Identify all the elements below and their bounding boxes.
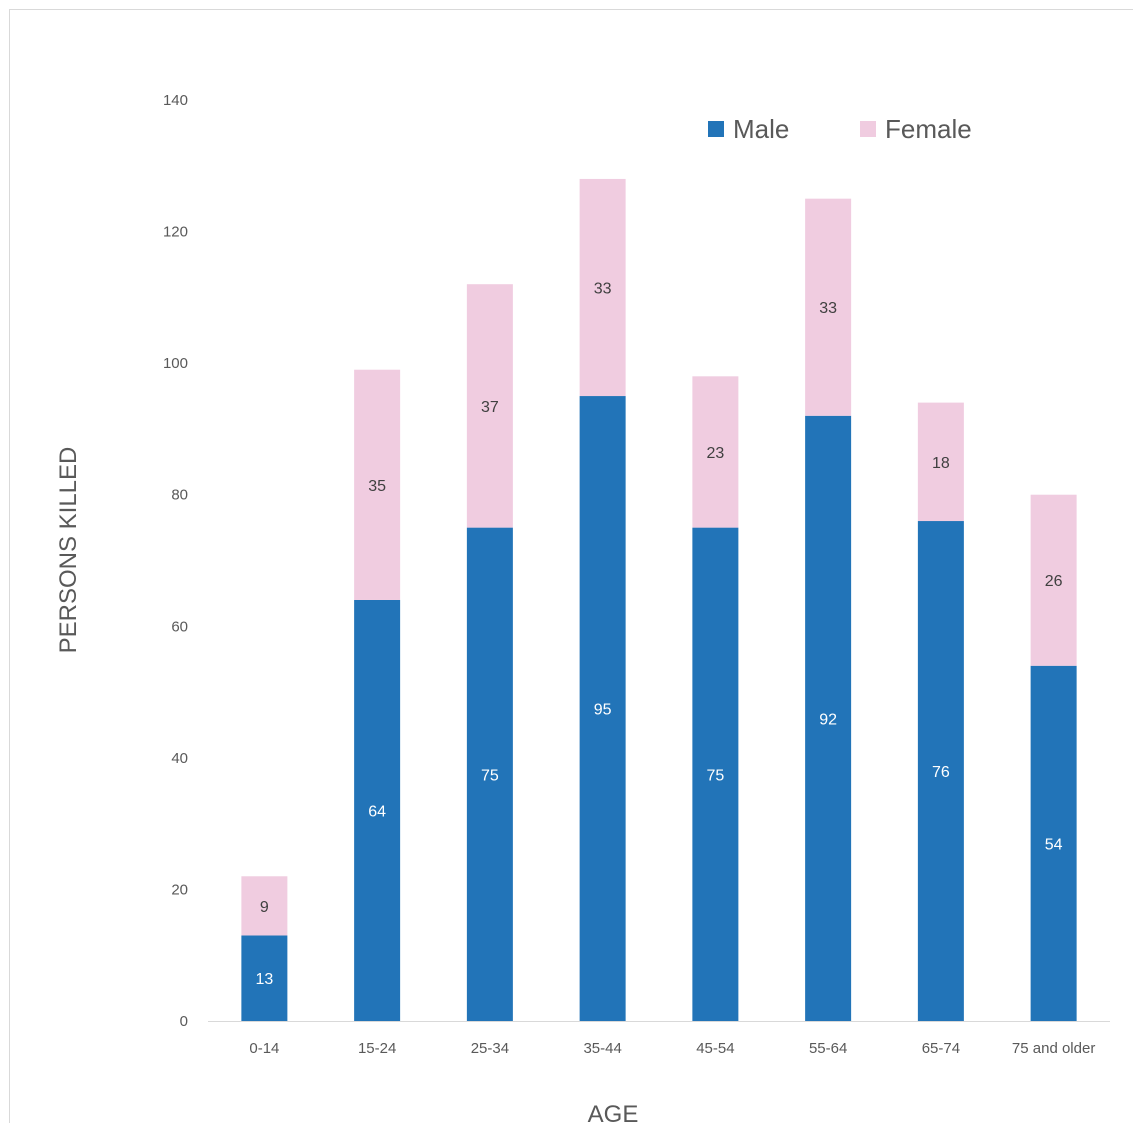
bar-male-25-34 [466, 527, 513, 1021]
bar-male-45-54 [692, 527, 739, 1021]
legend-swatch-female [860, 121, 876, 137]
x-tick-label: 75 and older [1012, 1040, 1095, 1057]
y-tick-label: 0 [180, 1013, 188, 1030]
data-label-female: 33 [819, 300, 837, 317]
bar-female-65-74 [917, 402, 964, 522]
x-tick-label: 15-24 [358, 1040, 396, 1057]
data-label-male: 95 [594, 702, 612, 719]
x-axis-title: AGE [588, 1101, 639, 1123]
y-axis-ticks: 0 20 40 60 80 100 120 140 [163, 92, 188, 1030]
data-label-female: 35 [368, 478, 386, 495]
bar-female-0-14 [241, 876, 288, 936]
data-label-male: 76 [932, 764, 950, 781]
bar-female-15-24 [354, 369, 401, 600]
data-label-female: 23 [706, 445, 724, 462]
legend-label-female: Female [885, 114, 972, 144]
bar-female-35-44 [579, 178, 626, 397]
x-tick-label: 25-34 [471, 1040, 509, 1057]
bar-male-65-74 [917, 521, 964, 1021]
bar-male-35-44 [579, 396, 626, 1021]
data-label-male: 92 [819, 711, 837, 728]
data-label-female: 18 [932, 455, 950, 472]
data-label-female: 37 [481, 399, 499, 416]
x-tick-label: 65-74 [922, 1040, 960, 1057]
legend-label-male: Male [733, 114, 789, 144]
legend: Male Female [708, 114, 972, 144]
y-tick-label: 40 [171, 750, 188, 767]
data-label-female: 33 [594, 280, 612, 297]
data-label-male: 64 [368, 803, 386, 820]
y-tick-label: 100 [163, 355, 188, 372]
x-tick-label: 55-64 [809, 1040, 847, 1057]
data-label-male: 75 [706, 767, 724, 784]
bar-male-55-64 [805, 415, 852, 1021]
data-label-female: 9 [260, 899, 269, 916]
x-tick-label: 35-44 [583, 1040, 621, 1057]
bar-female-75-and-older [1030, 494, 1077, 666]
legend-swatch-male [708, 121, 724, 137]
x-tick-label: 0-14 [249, 1040, 279, 1057]
x-axis-ticks: 0-14 15-24 25-34 35-44 45-54 55-64 65-74 75 and… [249, 1040, 1095, 1057]
bar-male-15-24 [354, 599, 401, 1021]
bars: 13 9 64 35 75 37 95 33 75 23 92 33 76 18 54 26 [241, 178, 1077, 1021]
y-tick-label: 60 [171, 618, 188, 635]
y-tick-label: 80 [171, 487, 188, 504]
data-label-male: 54 [1045, 836, 1063, 853]
bar-male-75-and-older [1030, 665, 1077, 1021]
y-tick-label: 120 [163, 224, 188, 241]
data-label-male: 13 [255, 971, 273, 988]
bar-female-45-54 [692, 376, 739, 528]
y-tick-label: 140 [163, 92, 188, 109]
bar-female-55-64 [805, 198, 852, 416]
bar-male-0-14 [241, 935, 288, 1021]
bar-female-25-34 [466, 284, 513, 528]
y-axis-title: PERSONS KILLED [55, 447, 82, 654]
data-label-female: 26 [1045, 573, 1063, 590]
y-tick-label: 20 [171, 881, 188, 898]
data-label-male: 75 [481, 767, 499, 784]
x-tick-label: 45-54 [696, 1040, 734, 1057]
